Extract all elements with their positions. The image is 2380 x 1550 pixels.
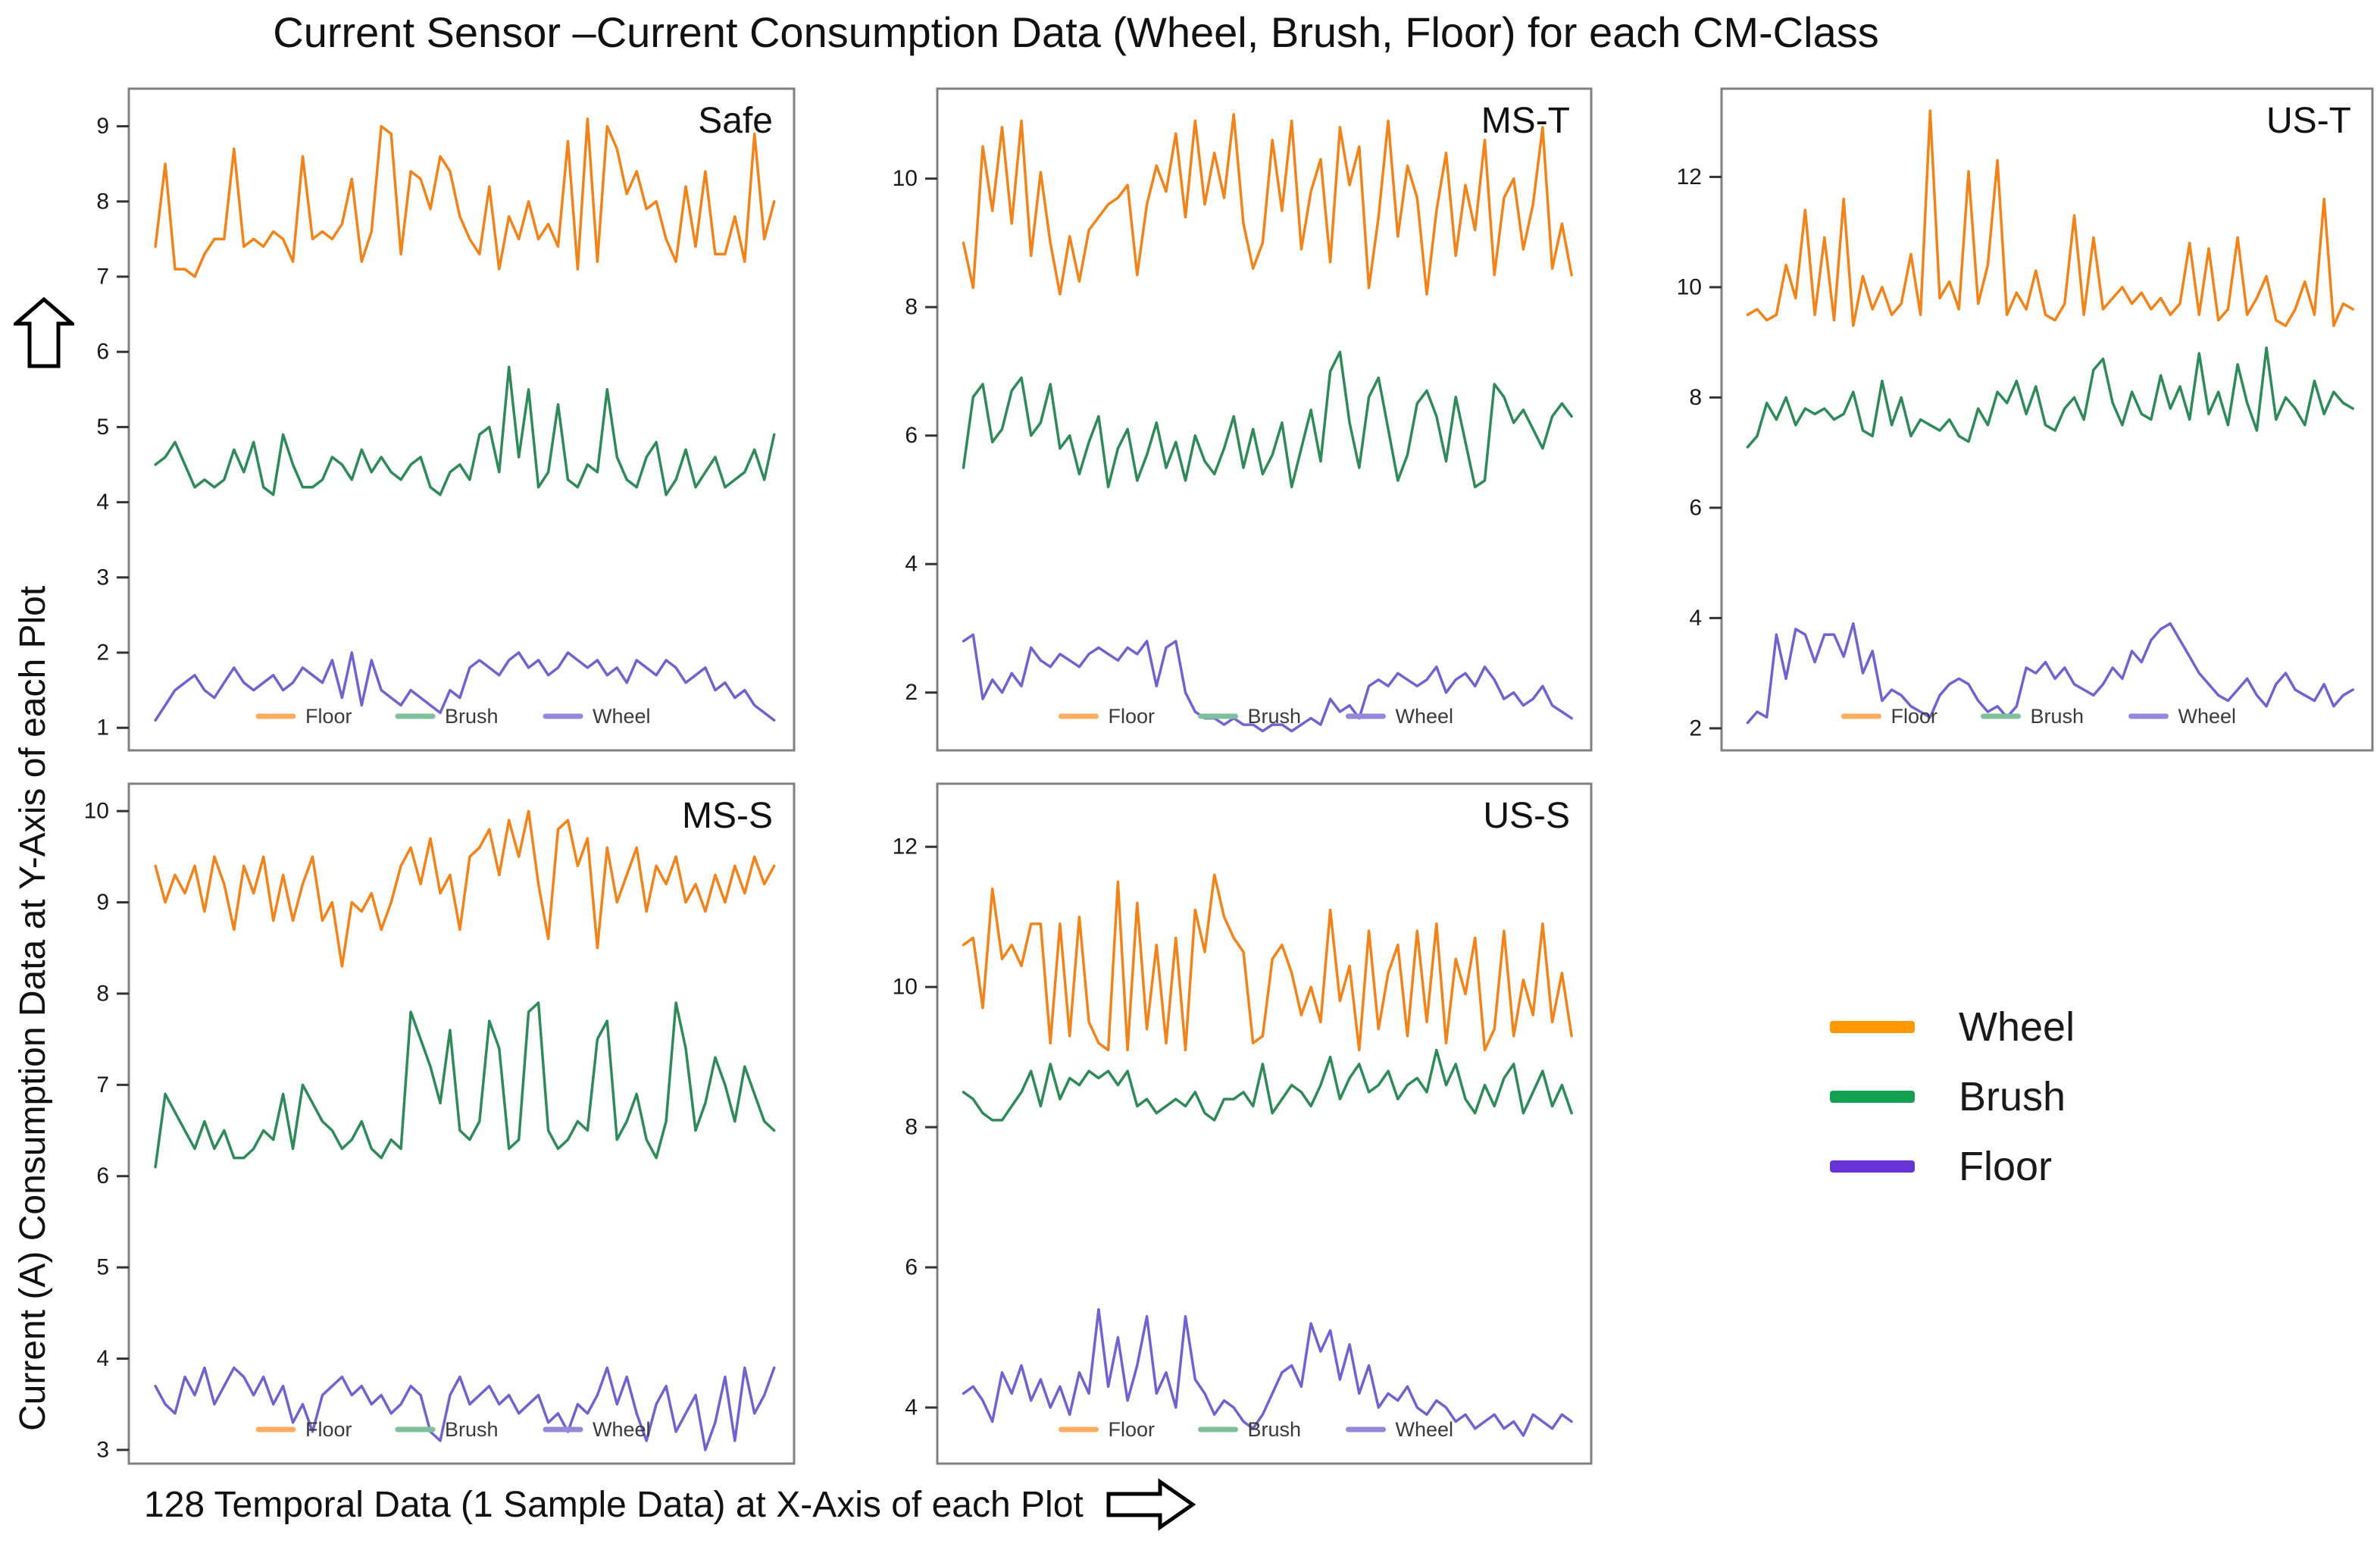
y-tick-label: 5 <box>96 415 109 440</box>
y-tick-label: 4 <box>905 552 918 577</box>
subplot-class-label: US-T <box>2266 101 2351 141</box>
brush-line <box>154 1001 776 1169</box>
subplot-ms-t: 2 4 6 8 10 MS-T Floor Brush Wheel <box>893 87 1593 752</box>
inner-legend-label: Floor <box>305 1418 352 1441</box>
y-tick-label: 3 <box>96 1437 109 1462</box>
y-tick-label: 8 <box>1689 385 1702 410</box>
inner-legend-label: Brush <box>2031 705 2084 728</box>
inner-legend-label: Wheel <box>1396 705 1454 728</box>
subplot-class-label: MS-T <box>1481 101 1570 141</box>
y-tick-label: 10 <box>893 166 918 191</box>
y-tick-label: 8 <box>905 295 918 320</box>
y-tick-label: 8 <box>96 981 109 1006</box>
y-tick-label: 6 <box>905 423 918 448</box>
y-tick-label: 1 <box>96 716 109 741</box>
y-tick-label: 4 <box>96 490 109 515</box>
brush-color-swatch <box>1830 1091 1915 1103</box>
floor-line <box>962 873 1573 1052</box>
y-tick-label: 6 <box>96 1163 109 1188</box>
right-arrow-icon <box>1106 1478 1196 1531</box>
y-tick-label: 3 <box>96 565 109 590</box>
y-tick-label: 10 <box>893 975 918 1000</box>
y-tick-label: 6 <box>905 1255 918 1280</box>
y-tick-label: 2 <box>96 640 109 665</box>
inner-legend-label: Wheel <box>2178 705 2237 728</box>
wheel-line <box>154 1366 776 1451</box>
inner-legend-label: Wheel <box>593 705 651 728</box>
subplot-us-t: 2 4 6 8 10 12 US-T Floor Brush Wheel <box>1677 87 2374 752</box>
brush-line <box>1746 346 2354 449</box>
plot-frame <box>1720 87 2374 752</box>
floor-line <box>1746 109 2354 327</box>
floor-line <box>154 117 776 278</box>
figure-legend: Wheel Brush Floor <box>1830 1002 2075 1191</box>
y-tick-label: 4 <box>96 1346 109 1371</box>
y-tick-label: 10 <box>1677 274 1702 299</box>
y-tick-label: 2 <box>905 680 918 705</box>
plot-frame <box>936 87 1593 752</box>
brush-line <box>962 350 1573 489</box>
legend-item-wheel: Wheel <box>1830 1002 2075 1052</box>
up-arrow-icon <box>14 297 74 368</box>
brush-line <box>154 365 776 496</box>
y-tick-label: 9 <box>96 114 109 139</box>
plot-frame <box>936 782 1593 1465</box>
y-tick-label: 6 <box>1689 495 1702 520</box>
inner-legend-label: Brush <box>445 1418 499 1441</box>
floor-line <box>154 809 776 968</box>
x-axis-label-row: 128 Temporal Data (1 Sample Data) at X-A… <box>144 1476 1196 1533</box>
y-tick-label: 4 <box>1689 606 1702 631</box>
floor-line <box>962 113 1573 296</box>
y-tick-label: 7 <box>96 1072 109 1098</box>
legend-item-brush: Brush <box>1830 1072 2075 1122</box>
y-tick-label: 8 <box>905 1115 918 1140</box>
subplot-safe: 1 2 3 4 5 6 7 8 9 Safe Floor Brush Wheel <box>96 87 796 752</box>
figure-title: Current Sensor –Current Consumption Data… <box>273 8 1879 56</box>
inner-legend-label: Wheel <box>1396 1418 1454 1441</box>
inner-legend-label: Floor <box>305 705 352 728</box>
inner-legend-label: Floor <box>1109 705 1156 728</box>
wheel-line <box>154 651 776 722</box>
subplot-class-label: MS-S <box>682 796 773 836</box>
y-tick-label: 12 <box>1677 164 1702 189</box>
inner-legend-label: Brush <box>445 705 499 728</box>
y-tick-label: 2 <box>1689 716 1702 741</box>
subplot-ms-s: 3 4 5 6 7 8 9 10 MS-S Floor Brush Wheel <box>84 782 796 1465</box>
y-tick-label: 8 <box>96 189 109 214</box>
legend-label: Brush <box>1959 1074 2066 1119</box>
y-tick-label: 12 <box>893 834 918 860</box>
wheel-line <box>1746 622 2354 725</box>
y-tick-label: 5 <box>96 1255 109 1280</box>
inner-legend-label: Wheel <box>593 1418 651 1441</box>
floor-color-swatch <box>1830 1160 1915 1173</box>
subplot-us-s: 4 6 8 10 12 US-S Floor Brush Wheel <box>893 782 1593 1465</box>
legend-item-floor: Floor <box>1830 1141 2075 1191</box>
y-tick-label: 6 <box>96 340 109 365</box>
inner-legend-label: Floor <box>1891 705 1938 728</box>
y-tick-label: 10 <box>84 799 109 824</box>
y-tick-label: 4 <box>905 1395 918 1420</box>
legend-label: Floor <box>1959 1144 2053 1189</box>
y-tick-label: 9 <box>96 890 109 915</box>
subplot-class-label: US-S <box>1483 796 1570 836</box>
y-tick-label: 7 <box>96 265 109 290</box>
wheel-line <box>962 1307 1573 1437</box>
legend-label: Wheel <box>1959 1004 2075 1050</box>
inner-legend-label: Brush <box>1248 1418 1302 1441</box>
inner-legend-label: Brush <box>1248 705 1302 728</box>
brush-line <box>962 1048 1573 1122</box>
wheel-color-swatch <box>1830 1021 1915 1033</box>
subplot-class-label: Safe <box>698 101 773 141</box>
x-axis-label: 128 Temporal Data (1 Sample Data) at X-A… <box>144 1484 1084 1525</box>
wheel-line <box>962 633 1573 733</box>
inner-legend-label: Floor <box>1109 1418 1156 1441</box>
